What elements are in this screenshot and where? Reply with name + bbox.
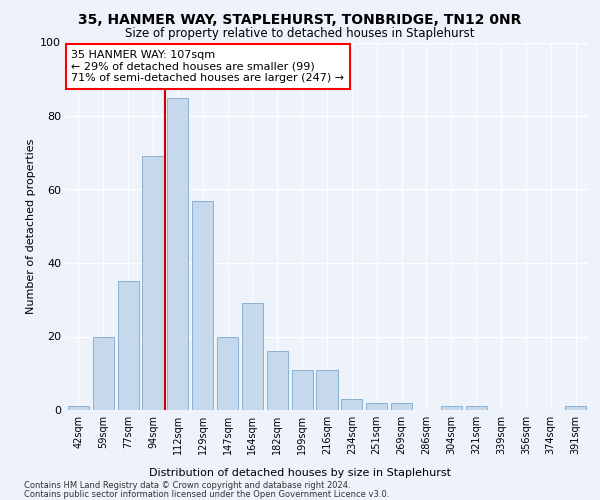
Bar <box>441 406 462 410</box>
Text: 35, HANMER WAY, STAPLEHURST, TONBRIDGE, TN12 0NR: 35, HANMER WAY, STAPLEHURST, TONBRIDGE, … <box>79 12 521 26</box>
Text: 35 HANMER WAY: 107sqm
← 29% of detached houses are smaller (99)
71% of semi-deta: 35 HANMER WAY: 107sqm ← 29% of detached … <box>71 50 344 83</box>
Text: Contains public sector information licensed under the Open Government Licence v3: Contains public sector information licen… <box>24 490 389 499</box>
Y-axis label: Number of detached properties: Number of detached properties <box>26 138 36 314</box>
Bar <box>192 200 213 410</box>
Bar <box>565 406 586 410</box>
Bar <box>292 370 313 410</box>
Bar <box>391 402 412 410</box>
Bar <box>466 406 487 410</box>
Bar <box>316 370 338 410</box>
Bar <box>267 351 288 410</box>
Bar <box>366 402 387 410</box>
Bar <box>68 406 89 410</box>
Bar <box>142 156 164 410</box>
Text: Distribution of detached houses by size in Staplehurst: Distribution of detached houses by size … <box>149 468 451 477</box>
Text: Contains HM Land Registry data © Crown copyright and database right 2024.: Contains HM Land Registry data © Crown c… <box>24 481 350 490</box>
Text: Size of property relative to detached houses in Staplehurst: Size of property relative to detached ho… <box>125 28 475 40</box>
Bar <box>217 336 238 410</box>
Bar <box>93 336 114 410</box>
Bar <box>167 98 188 410</box>
Bar <box>118 282 139 410</box>
Bar <box>341 399 362 410</box>
Bar <box>242 304 263 410</box>
